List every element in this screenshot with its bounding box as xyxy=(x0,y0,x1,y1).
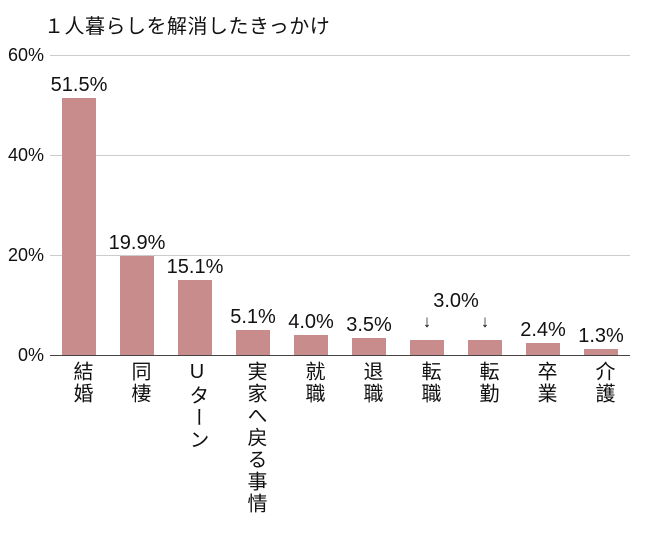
category-label: Uターン xyxy=(186,361,208,451)
y-axis-label: 40% xyxy=(7,145,44,165)
category-label: 結婚 xyxy=(70,361,92,405)
y-axis-label: 60% xyxy=(7,45,44,65)
gridline xyxy=(50,55,630,56)
shared-value-label: 3.0% xyxy=(433,290,479,312)
value-label: 4.0% xyxy=(288,311,334,333)
category-label: 転職 xyxy=(418,361,440,405)
value-label: 19.9% xyxy=(108,231,166,254)
y-axis-label: 0% xyxy=(17,345,44,365)
bar xyxy=(178,279,212,355)
bar xyxy=(468,340,502,355)
arrow-down-icon: ↓ xyxy=(422,312,432,331)
plot-area: 0% 20% 40% 60% 51.5% 結婚 19.9% 同棲 15.1% Uターン 5.1% 実家… xyxy=(8,46,630,515)
category-label: 就職 xyxy=(302,361,324,405)
category-label: 実家へ戻る事情 xyxy=(244,361,266,515)
bar xyxy=(584,348,618,355)
bar xyxy=(294,335,328,355)
category-label: 卒業 xyxy=(534,361,556,405)
arrow-down-icon: ↓ xyxy=(480,312,490,331)
chart-title: １人暮らしを解消したきっかけ xyxy=(44,16,331,38)
bar xyxy=(410,340,444,355)
value-label: 5.1% xyxy=(230,305,276,328)
bar xyxy=(526,343,560,355)
value-label: 51.5% xyxy=(50,73,108,96)
bar xyxy=(236,329,270,355)
bar xyxy=(352,337,386,355)
bar xyxy=(120,255,154,355)
y-axis-label: 20% xyxy=(7,245,44,265)
category-label: 介護 xyxy=(592,361,614,405)
gridline xyxy=(50,155,630,156)
category-label: 退職 xyxy=(360,361,382,405)
gridline xyxy=(50,255,630,256)
value-label: 15.1% xyxy=(166,255,224,278)
value-label: 3.5% xyxy=(346,313,392,336)
bar xyxy=(62,97,96,355)
category-label: 転勤 xyxy=(476,361,498,405)
value-label: 1.3% xyxy=(578,324,624,347)
value-label: 2.4% xyxy=(520,319,566,341)
category-label: 同棲 xyxy=(128,361,150,405)
gridline xyxy=(50,355,630,356)
